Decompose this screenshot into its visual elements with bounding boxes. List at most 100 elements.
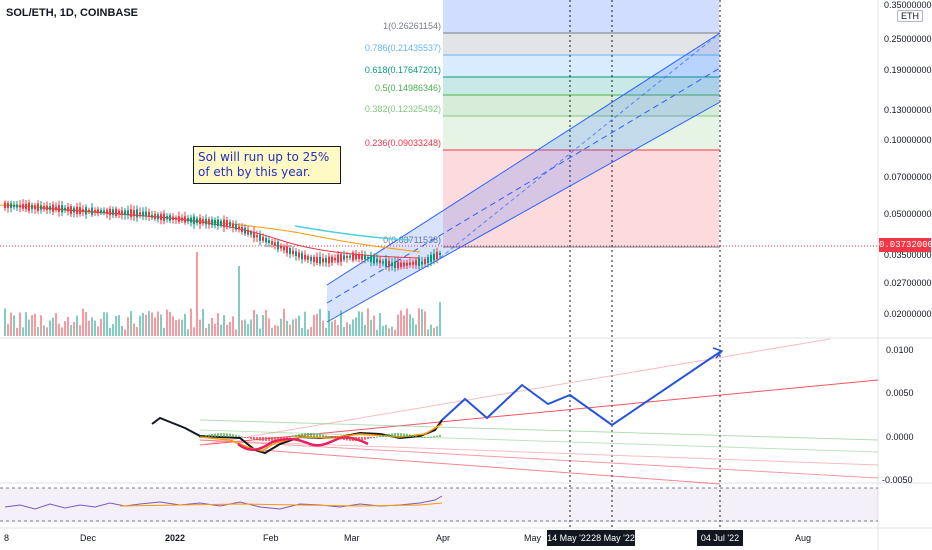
fib-zone-5 [443, 95, 719, 116]
volume-bar [31, 315, 33, 336]
histogram-bar [358, 437, 360, 441]
volume-bar [388, 328, 390, 336]
channel-mid-line[interactable] [326, 67, 721, 304]
candle-body [181, 217, 183, 221]
candle-body [214, 219, 216, 226]
candle-body [391, 262, 393, 267]
symbol-title[interactable]: SOL/ETH, 1D, COINBASE [6, 7, 139, 19]
histogram-bar [304, 433, 306, 437]
volume-bar [304, 311, 306, 336]
volume-bar [259, 328, 261, 336]
channel-lower-line[interactable] [326, 101, 721, 323]
candle-body [121, 210, 123, 215]
parallel-channel-fill[interactable] [327, 33, 720, 322]
volume-bar [262, 315, 264, 336]
histogram-bar [319, 433, 321, 437]
histogram-bar [346, 437, 348, 441]
volume-bar [40, 315, 42, 336]
histogram-bar [289, 436, 291, 438]
histogram-bar [307, 433, 309, 437]
candle-body [55, 206, 57, 211]
time-label: Apr [436, 533, 450, 543]
volume-bar [175, 320, 177, 336]
channel-diagonal-line[interactable] [439, 32, 721, 259]
volume-bar [439, 302, 441, 336]
candle-body [313, 256, 315, 263]
histogram-bar [220, 433, 222, 437]
histogram-bar [382, 435, 384, 437]
candle-body [187, 217, 189, 222]
annotation-note[interactable]: Sol will run up to 25% of eth by this ye… [193, 146, 341, 184]
candle-body [241, 226, 243, 232]
candle-body [217, 219, 219, 227]
candle-body [205, 218, 207, 225]
oscillator-axis[interactable]: 0.0100 0.0050 0.0000 -0.0050 [882, 345, 914, 485]
candle-body [277, 241, 279, 250]
volume-bar [379, 313, 381, 336]
volume-bar [43, 325, 45, 336]
histogram-bar [316, 433, 318, 437]
candle-body [250, 232, 252, 235]
price-tick: 0.19000000 [884, 65, 932, 75]
volume-bar [10, 312, 12, 336]
volume-bar [337, 325, 339, 336]
channel-upper-line[interactable] [326, 32, 721, 286]
volume-bar [301, 328, 303, 336]
histogram-bar [334, 437, 336, 438]
volume-bar [376, 329, 378, 336]
candle-body [349, 255, 351, 258]
candle-body [220, 220, 222, 226]
histogram-bar [376, 436, 378, 438]
histogram-bar [247, 437, 249, 439]
volume-bar [283, 308, 285, 336]
volume-bar [268, 318, 270, 336]
volume-bar [70, 324, 72, 336]
histogram-bar [349, 437, 351, 441]
candle-body [127, 210, 129, 216]
candle-body [394, 261, 396, 268]
candle-body [106, 209, 108, 215]
histogram-bar [352, 437, 354, 441]
volume-bar [157, 311, 159, 336]
histogram-bar [256, 437, 258, 441]
rsi-band [0, 488, 878, 522]
fib-level-label: 0.382(0.12325492) [365, 104, 441, 114]
volume-bar [274, 325, 276, 336]
volume-bar [328, 310, 330, 336]
price-axis[interactable]: 0.35000000 0.25000000 0.19000000 0.13000… [884, 0, 932, 319]
volume-bar [106, 312, 108, 336]
candle-body [112, 209, 114, 216]
candle-body [37, 203, 39, 211]
volume-bar [148, 311, 150, 336]
candle-body [262, 236, 264, 241]
volume-bar [118, 315, 120, 336]
histogram-bar [274, 437, 276, 441]
fib-level-label: 0.618(0.17647201) [365, 65, 441, 75]
histogram-bar [409, 434, 411, 437]
price-unit-badge[interactable]: ETH [897, 10, 923, 22]
volume-bar [367, 308, 369, 336]
volume-bar [358, 311, 360, 336]
candle-body [85, 207, 87, 215]
volume-bar [226, 324, 228, 336]
time-axis[interactable]: 8 Dec 2022 Feb Mar Apr May Aug [4, 533, 811, 543]
volume-bar [256, 314, 258, 336]
fib-zone-1 [443, 33, 719, 55]
candle-body [58, 205, 60, 212]
projection-path[interactable] [441, 351, 721, 427]
histogram-bar [265, 437, 267, 441]
candle-body [274, 242, 276, 247]
candle-body [433, 253, 435, 261]
candle-body [19, 205, 21, 208]
histogram-bar [421, 436, 423, 438]
histogram-bar [229, 433, 231, 437]
candle-body [385, 259, 387, 268]
candle-body [388, 260, 390, 267]
histogram-bar [277, 437, 279, 440]
volume-bar [205, 327, 207, 336]
candle-body [307, 256, 309, 260]
histogram-bar [406, 433, 408, 437]
candle-body [310, 256, 312, 261]
volume-bar [292, 319, 294, 336]
